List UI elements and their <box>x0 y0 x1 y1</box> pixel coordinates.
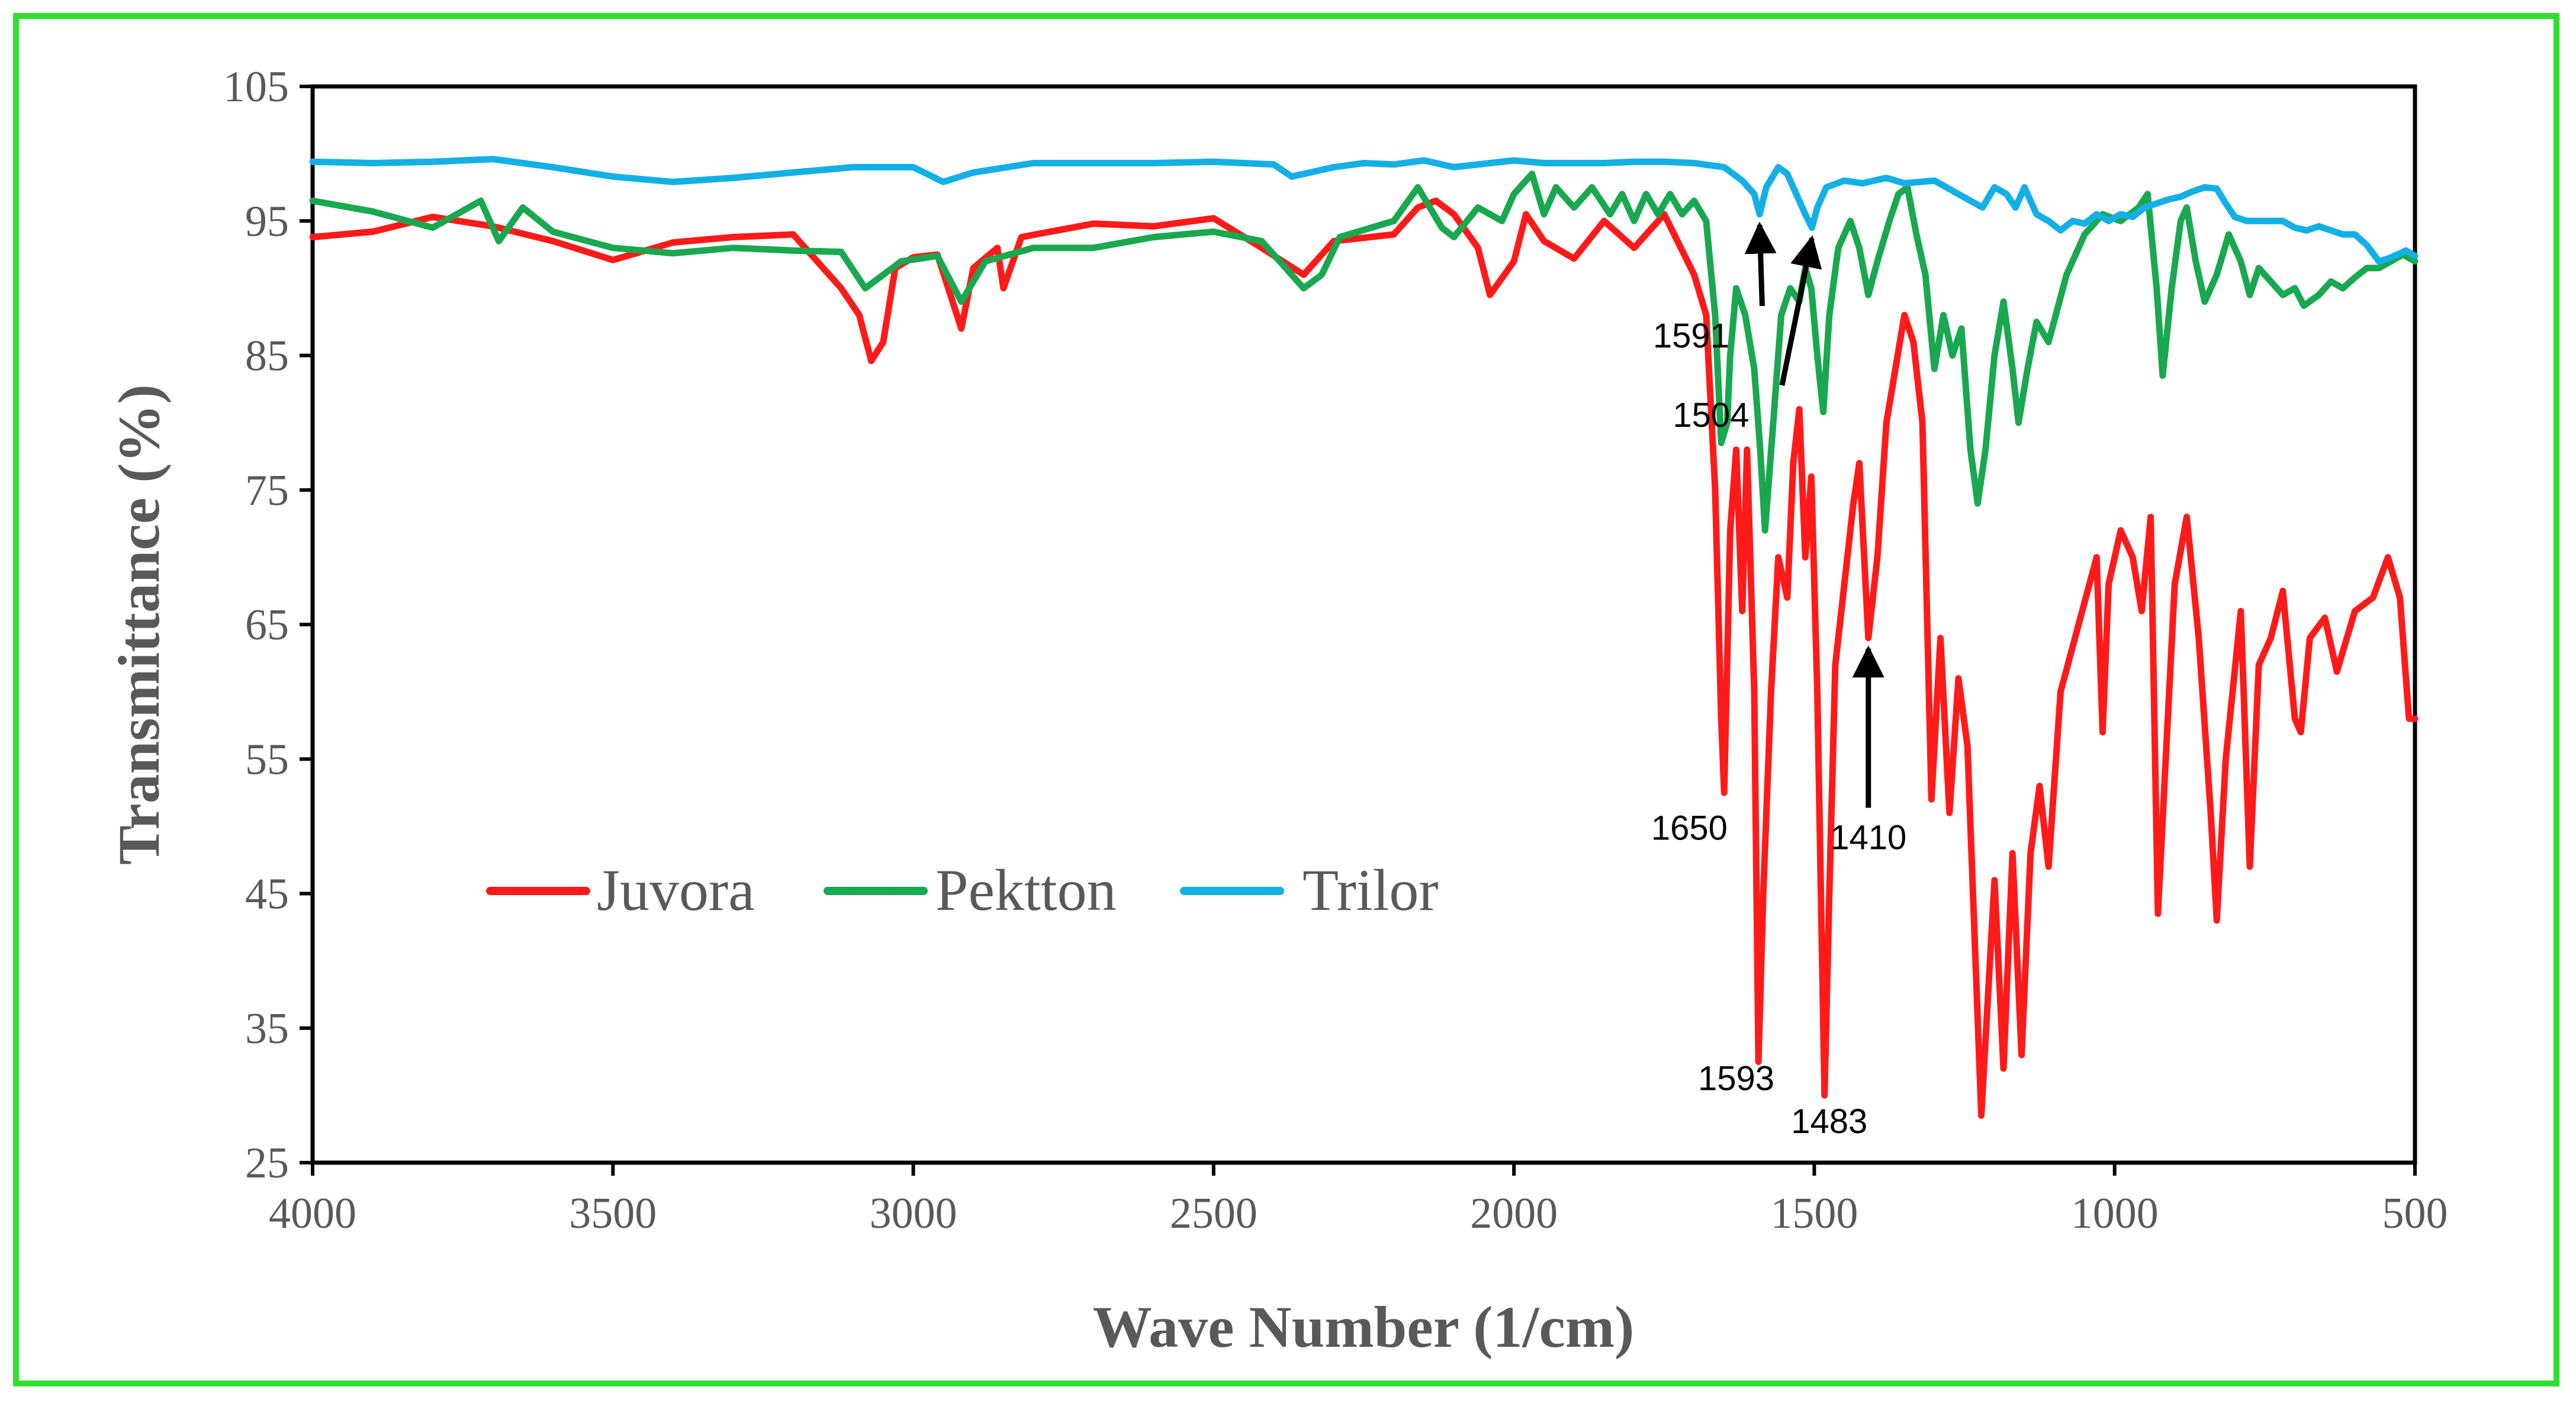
y-tick-label: 85 <box>245 332 289 381</box>
series-line-juvora <box>309 197 2419 1119</box>
y-tick-label: 65 <box>245 601 289 649</box>
x-axis-ticks: 4000 3500 3000 2500 2000 1500 1000 500 <box>269 1163 2448 1238</box>
x-tick-label: 1500 <box>1770 1189 1858 1238</box>
annotation-arrow-1591 <box>1744 221 1777 307</box>
y-tick-label: 75 <box>245 466 289 515</box>
y-tick-label: 55 <box>245 735 289 784</box>
annotation-label-1483: 1483 <box>1791 1102 1867 1141</box>
annotation-layer: 1591 1504 1410 1650 1593 1483 <box>1651 221 1906 1141</box>
y-tick-label: 25 <box>245 1139 289 1188</box>
x-tick-label: 3500 <box>569 1189 657 1238</box>
y-axis-title: Transmittance (%) <box>106 384 172 865</box>
x-axis-title: Wave Number (1/cm) <box>1093 1294 1635 1360</box>
series-line-trilor <box>309 156 2419 265</box>
series-line-pektton <box>309 170 2419 534</box>
y-tick-label: 105 <box>223 63 289 111</box>
annotation-label-1593: 1593 <box>1698 1059 1774 1098</box>
legend-label-pektton: Pektton <box>935 857 1117 923</box>
annotation-label-1591: 1591 <box>1653 317 1729 355</box>
x-tick-label: 3000 <box>870 1189 957 1238</box>
legend-label-juvora: Juvora <box>597 857 755 923</box>
y-tick-label: 35 <box>245 1005 289 1053</box>
legend-label-trilor: Trilor <box>1303 857 1439 923</box>
x-tick-label: 2500 <box>1170 1189 1258 1238</box>
x-tick-label: 1000 <box>2071 1189 2159 1238</box>
annotation-label-1410: 1410 <box>1830 819 1906 857</box>
annotation-label-1504: 1504 <box>1673 396 1749 435</box>
annotation-arrow-1504 <box>1779 235 1822 386</box>
x-tick-label: 4000 <box>269 1189 356 1238</box>
y-tick-label: 95 <box>245 197 289 246</box>
figure-frame <box>13 13 2559 1386</box>
y-axis-ticks: 25 35 45 55 65 75 85 95 105 <box>223 63 313 1188</box>
annotation-label-1650: 1650 <box>1651 809 1728 848</box>
x-tick-label: 500 <box>2382 1189 2448 1238</box>
series-layer <box>309 156 2419 1119</box>
x-tick-label: 2000 <box>1470 1189 1558 1238</box>
y-tick-label: 45 <box>245 870 289 919</box>
legend: Juvora Pektton Trilor <box>486 857 1439 923</box>
